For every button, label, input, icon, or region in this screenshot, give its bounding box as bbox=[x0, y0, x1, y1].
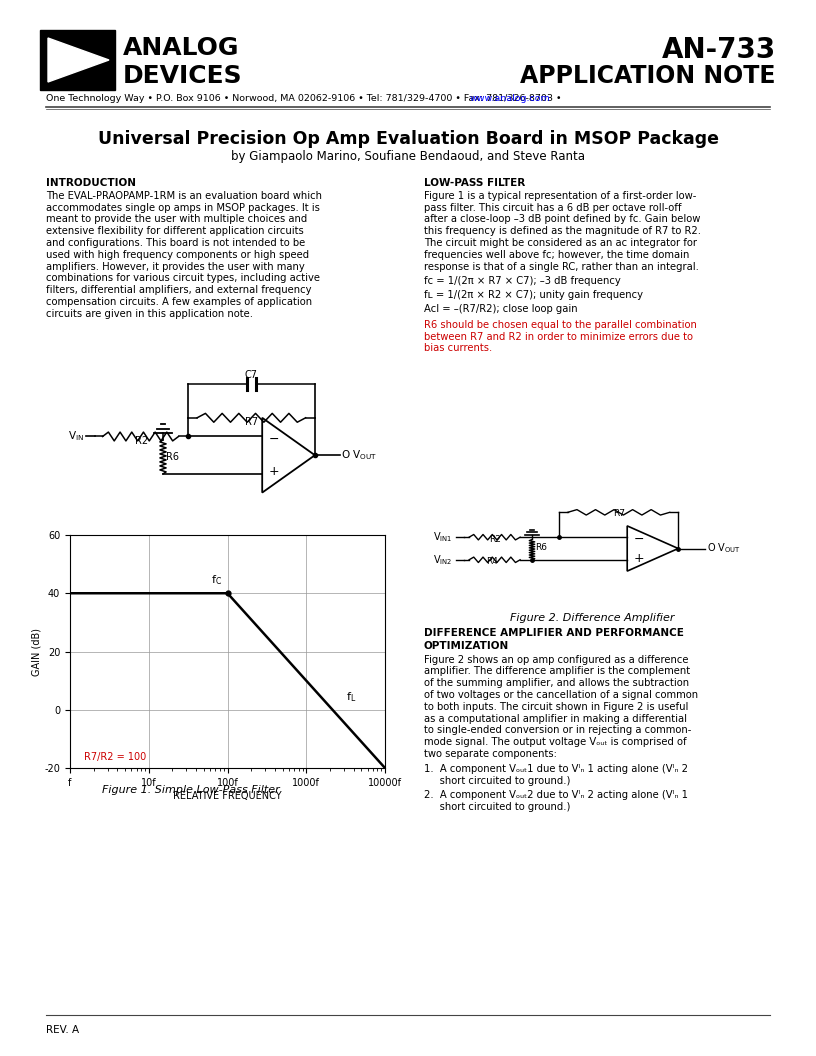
Text: Figure 1 is a typical representation of a first-order low-: Figure 1 is a typical representation of … bbox=[424, 191, 696, 201]
Polygon shape bbox=[48, 38, 109, 82]
Text: filters, differential amplifiers, and external frequency: filters, differential amplifiers, and ex… bbox=[46, 285, 312, 296]
Text: V$_{\rm IN2}$: V$_{\rm IN2}$ bbox=[433, 553, 453, 567]
Text: One Technology Way • P.O. Box 9106 • Norwood, MA 02062-9106 • Tel: 781/329-4700 : One Technology Way • P.O. Box 9106 • Nor… bbox=[46, 94, 565, 103]
Text: this frequency is defined as the magnitude of R7 to R2.: this frequency is defined as the magnitu… bbox=[424, 226, 701, 237]
Text: by Giampaolo Marino, Soufiane Bendaoud, and Steve Ranta: by Giampaolo Marino, Soufiane Bendaoud, … bbox=[231, 150, 585, 163]
Text: LOW-PASS FILTER: LOW-PASS FILTER bbox=[424, 178, 526, 188]
Text: fʟ = 1/(2π × R2 × C7); unity gain frequency: fʟ = 1/(2π × R2 × C7); unity gain freque… bbox=[424, 290, 643, 300]
Text: Figure 2 shows an op amp configured as a difference: Figure 2 shows an op amp configured as a… bbox=[424, 655, 689, 664]
Text: short circuited to ground.): short circuited to ground.) bbox=[424, 803, 570, 812]
Text: Figure 2. Difference Amplifier: Figure 2. Difference Amplifier bbox=[510, 612, 674, 623]
Text: used with high frequency components or high speed: used with high frequency components or h… bbox=[46, 250, 309, 260]
Text: $-$: $-$ bbox=[633, 532, 644, 545]
Text: f$_{\rm L}$: f$_{\rm L}$ bbox=[346, 691, 357, 704]
Text: www.analog.com: www.analog.com bbox=[469, 94, 550, 103]
Text: DEVICES: DEVICES bbox=[123, 64, 242, 88]
Text: amplifier. The difference amplifier is the complement: amplifier. The difference amplifier is t… bbox=[424, 666, 690, 677]
Text: pass filter. This circuit has a 6 dB per octave roll-off: pass filter. This circuit has a 6 dB per… bbox=[424, 203, 681, 212]
Text: bias currents.: bias currents. bbox=[424, 343, 492, 354]
Y-axis label: GAIN (dB): GAIN (dB) bbox=[32, 627, 42, 676]
Text: extensive flexibility for different application circuits: extensive flexibility for different appl… bbox=[46, 226, 304, 237]
X-axis label: RELATIVE FREQUENCY: RELATIVE FREQUENCY bbox=[173, 791, 282, 800]
Text: REV. A: REV. A bbox=[46, 1025, 79, 1035]
Text: V$_{\rm IN1}$: V$_{\rm IN1}$ bbox=[433, 530, 453, 544]
Text: C7: C7 bbox=[245, 370, 258, 380]
Text: meant to provide the user with multiple choices and: meant to provide the user with multiple … bbox=[46, 214, 308, 225]
Text: $-$: $-$ bbox=[268, 432, 279, 446]
Bar bbox=[40, 30, 115, 90]
Text: between R7 and R2 in order to minimize errors due to: between R7 and R2 in order to minimize e… bbox=[424, 332, 693, 341]
Text: short circuited to ground.): short circuited to ground.) bbox=[424, 775, 570, 786]
Text: f$_{\rm C}$: f$_{\rm C}$ bbox=[211, 573, 222, 587]
Text: R7: R7 bbox=[245, 417, 258, 428]
Text: response is that of a single RC, rather than an integral.: response is that of a single RC, rather … bbox=[424, 262, 698, 271]
Text: ANALOG: ANALOG bbox=[123, 36, 240, 60]
Text: circuits are given in this application note.: circuits are given in this application n… bbox=[46, 308, 253, 319]
Text: Universal Precision Op Amp Evaluation Board in MSOP Package: Universal Precision Op Amp Evaluation Bo… bbox=[97, 130, 719, 148]
Text: O V$_{\rm OUT}$: O V$_{\rm OUT}$ bbox=[707, 542, 741, 555]
Text: 2.  A component Vₒᵤₜ2 due to Vᴵₙ 2 acting alone (Vᴵₙ 1: 2. A component Vₒᵤₜ2 due to Vᴵₙ 2 acting… bbox=[424, 790, 688, 800]
Text: The circuit might be considered as an ac integrator for: The circuit might be considered as an ac… bbox=[424, 238, 697, 248]
Text: frequencies well above fᴄ; however, the time domain: frequencies well above fᴄ; however, the … bbox=[424, 250, 690, 260]
Text: after a close-loop –3 dB point defined by fᴄ. Gain below: after a close-loop –3 dB point defined b… bbox=[424, 214, 700, 225]
Text: INTRODUCTION: INTRODUCTION bbox=[46, 178, 136, 188]
Text: Figure 1. Simple Low-Pass Filter: Figure 1. Simple Low-Pass Filter bbox=[102, 785, 280, 795]
Text: R6: R6 bbox=[166, 452, 179, 461]
Text: combinations for various circuit types, including active: combinations for various circuit types, … bbox=[46, 274, 320, 283]
Text: fᴄ = 1/(2π × R7 × C7); –3 dB frequency: fᴄ = 1/(2π × R7 × C7); –3 dB frequency bbox=[424, 277, 621, 286]
Text: R4: R4 bbox=[486, 558, 498, 566]
Text: AcI = –(R7/R2); close loop gain: AcI = –(R7/R2); close loop gain bbox=[424, 304, 578, 314]
Text: $+$: $+$ bbox=[633, 552, 644, 565]
Text: two separate components:: two separate components: bbox=[424, 749, 557, 759]
Text: APPLICATION NOTE: APPLICATION NOTE bbox=[521, 64, 776, 88]
Text: $+$: $+$ bbox=[268, 465, 279, 478]
Text: O V$_{\rm OUT}$: O V$_{\rm OUT}$ bbox=[341, 449, 377, 463]
Text: R7/R2 = 100: R7/R2 = 100 bbox=[84, 752, 146, 762]
Text: R2: R2 bbox=[135, 436, 148, 446]
Text: and configurations. This board is not intended to be: and configurations. This board is not in… bbox=[46, 238, 305, 248]
Text: compensation circuits. A few examples of application: compensation circuits. A few examples of… bbox=[46, 297, 313, 307]
Text: to both inputs. The circuit shown in Figure 2 is useful: to both inputs. The circuit shown in Fig… bbox=[424, 702, 689, 712]
Text: as a computational amplifier in making a differential: as a computational amplifier in making a… bbox=[424, 714, 687, 723]
Text: of two voltages or the cancellation of a signal common: of two voltages or the cancellation of a… bbox=[424, 690, 698, 700]
Text: of the summing amplifier, and allows the subtraction: of the summing amplifier, and allows the… bbox=[424, 678, 690, 689]
Text: AN-733: AN-733 bbox=[662, 36, 776, 64]
Text: R2: R2 bbox=[489, 534, 500, 544]
Text: 1.  A component Vₒᵤₜ1 due to Vᴵₙ 1 acting alone (Vᴵₙ 2: 1. A component Vₒᵤₜ1 due to Vᴵₙ 1 acting… bbox=[424, 763, 688, 774]
Text: R6 should be chosen equal to the parallel combination: R6 should be chosen equal to the paralle… bbox=[424, 320, 697, 329]
Text: to single-ended conversion or in rejecting a common-: to single-ended conversion or in rejecti… bbox=[424, 725, 691, 735]
Text: OPTIMIZATION: OPTIMIZATION bbox=[424, 641, 509, 650]
Text: accommodates single op amps in MSOP packages. It is: accommodates single op amps in MSOP pack… bbox=[46, 203, 320, 212]
Text: R6: R6 bbox=[535, 543, 548, 551]
Text: mode signal. The output voltage Vₒᵤₜ is comprised of: mode signal. The output voltage Vₒᵤₜ is … bbox=[424, 737, 686, 748]
Text: R7: R7 bbox=[613, 509, 625, 518]
Text: The EVAL-PRAOPAMP-1RM is an evaluation board which: The EVAL-PRAOPAMP-1RM is an evaluation b… bbox=[46, 191, 322, 201]
Text: amplifiers. However, it provides the user with many: amplifiers. However, it provides the use… bbox=[46, 262, 304, 271]
Text: V$_{\rm IN}$: V$_{\rm IN}$ bbox=[68, 430, 84, 444]
Text: DIFFERENCE AMPLIFIER AND PERFORMANCE: DIFFERENCE AMPLIFIER AND PERFORMANCE bbox=[424, 628, 684, 638]
